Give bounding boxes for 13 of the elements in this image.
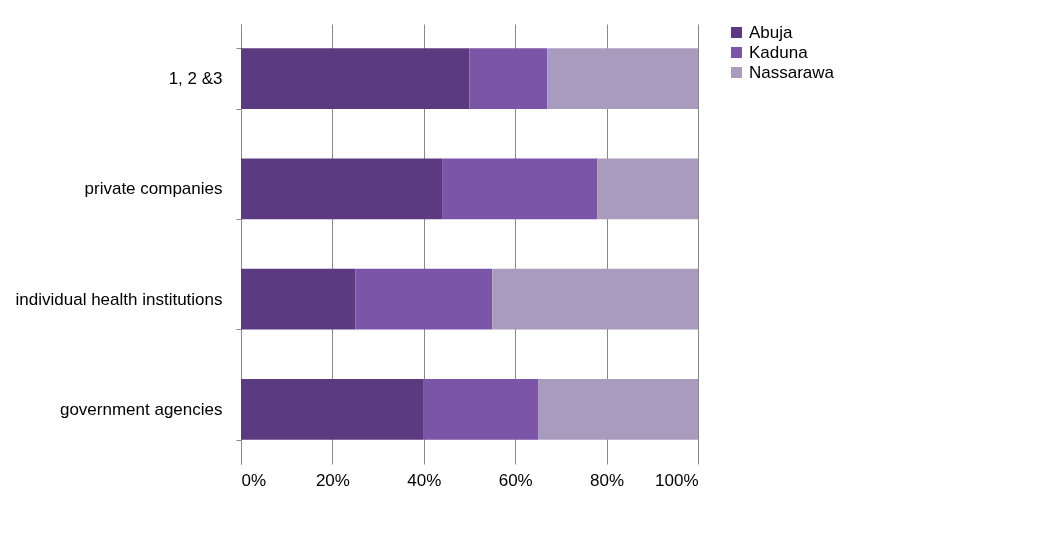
x-tick-label: 80% <box>590 470 625 490</box>
x-tick-label: 40% <box>407 470 442 490</box>
x-tick-label: 20% <box>315 470 350 490</box>
y-tick-label: 1, 2 &3 <box>168 69 223 89</box>
x-tick-label: 0% <box>241 470 267 490</box>
y-tick-label: private companies <box>84 179 223 199</box>
legend-label: Abuja <box>749 22 794 42</box>
y-tick-label: government agencies <box>59 399 223 419</box>
x-tick-label: 100% <box>655 470 699 490</box>
legend-label: Kaduna <box>749 42 809 62</box>
y-tick-label: individual health institutions <box>15 289 223 309</box>
x-tick-label: 60% <box>498 470 533 490</box>
legend-label: Nassarawa <box>749 62 835 82</box>
